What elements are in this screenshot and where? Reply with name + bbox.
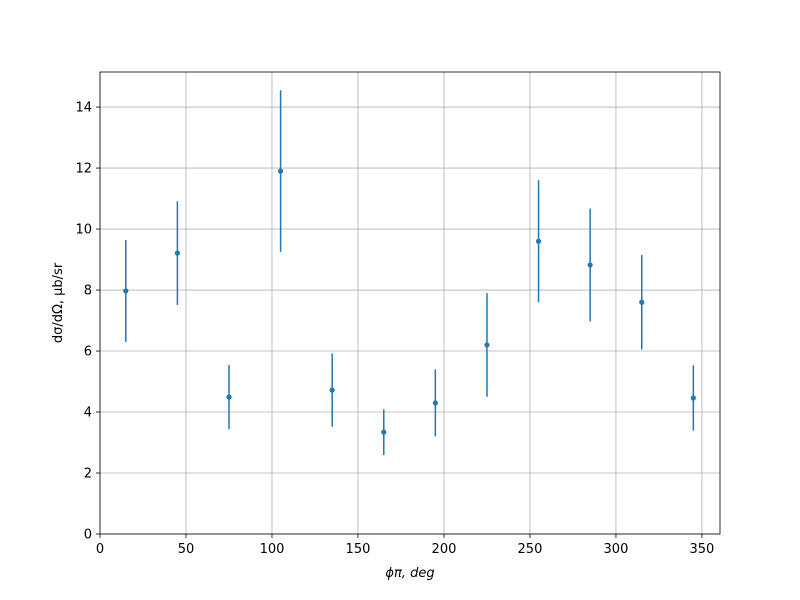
x-tick-label: 50 (178, 542, 195, 557)
y-tick-label: 6 (84, 345, 92, 360)
data-point (587, 262, 593, 268)
x-tick-label: 100 (260, 542, 285, 557)
data-point (174, 250, 180, 256)
plot-frame (99, 71, 721, 535)
data-point (639, 299, 645, 305)
x-tick-label: 150 (346, 542, 371, 557)
y-tick-label: 12 (75, 162, 92, 177)
x-tick-label: 0 (96, 542, 104, 557)
data-point (484, 342, 490, 348)
y-tick-label: 0 (84, 528, 92, 543)
y-tick-label: 2 (84, 467, 92, 482)
data-point (226, 394, 232, 400)
x-tick-label: 250 (518, 542, 543, 557)
y-tick-label: 8 (84, 284, 92, 299)
data-point (535, 238, 542, 244)
y-tick-label: 4 (84, 406, 92, 421)
data-point (381, 429, 387, 435)
data-point (123, 288, 129, 294)
x-tick-label: 200 (432, 542, 457, 557)
data-point (277, 168, 284, 174)
y-tick-label: 14 (75, 101, 92, 116)
data-point (432, 400, 438, 406)
x-axis-label: ϕπ, deg (385, 566, 434, 581)
x-tick-label: 350 (690, 542, 715, 557)
x-tick-label: 300 (604, 542, 629, 557)
data-point (690, 395, 696, 401)
data-point (329, 387, 335, 393)
y-tick-label: 10 (75, 223, 92, 238)
y-axis-label: dσ/dΩ, μb/sr (51, 262, 66, 343)
